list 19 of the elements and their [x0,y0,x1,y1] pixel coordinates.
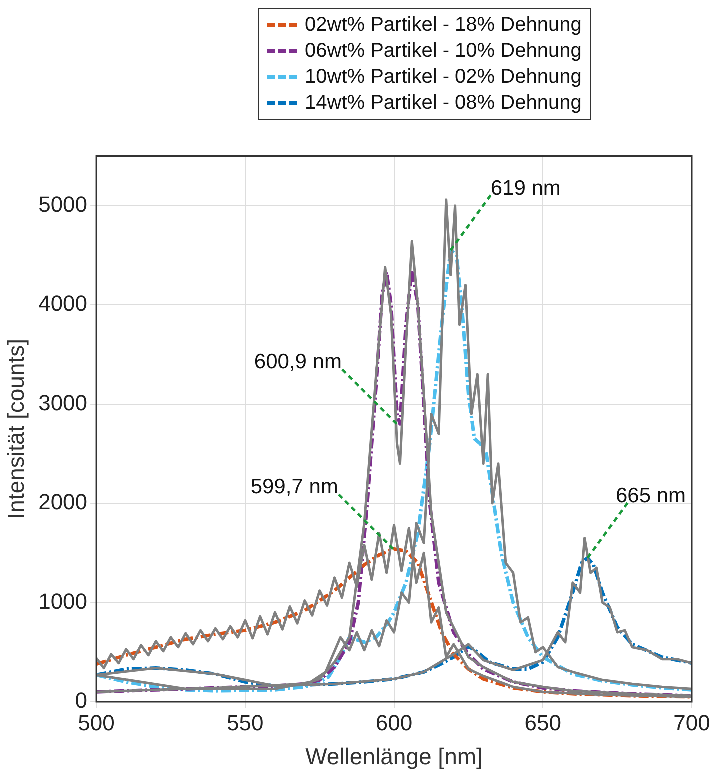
x-tick-label: 700 [674,710,710,736]
x-tick-label: 550 [227,710,264,736]
legend-label: 14wt% Partikel - 08% Dehnung [305,91,582,116]
x-tick-label: 650 [524,710,562,736]
annotation: 619 nm [490,176,561,200]
x-axis-title: Wellenlänge [nm] [306,744,483,770]
annotation: 599,7 nm [250,475,338,498]
annotation: 600,9 nm [254,350,342,374]
y-tick-label: 1000 [38,588,88,614]
x-tick-label: 600 [376,710,413,736]
y-tick-label: 4000 [38,291,88,316]
y-tick-label: 2000 [38,490,88,515]
y-tick-label: 5000 [38,192,88,217]
legend-label: 02wt% Partikel - 18% Dehnung [305,13,582,38]
annotation: 665 nm [616,484,686,508]
legend-label: 10wt% Partikel - 02% Dehnung [305,65,582,90]
legend-label: 06wt% Partikel - 10% Dehnung [305,39,582,64]
y-axis-title: Intensität [counts] [3,338,30,520]
y-tick-label: 3000 [38,390,88,416]
